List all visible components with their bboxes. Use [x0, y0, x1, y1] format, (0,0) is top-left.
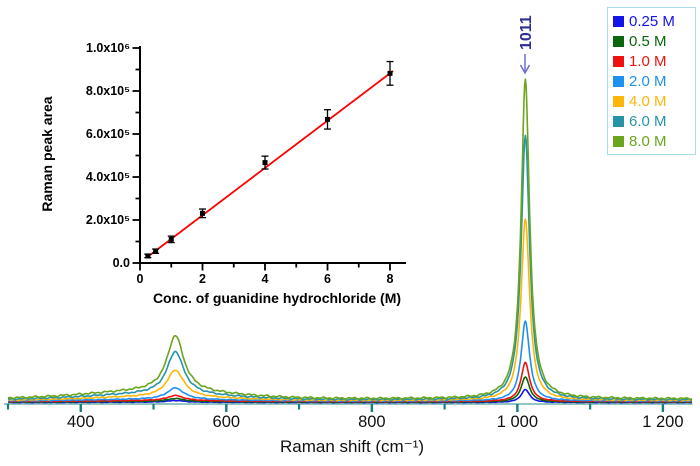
calibration-point	[262, 160, 268, 166]
inset-y-tick-label: 6.0x10⁵	[86, 127, 130, 141]
peak-annotation-label: 1011	[518, 15, 535, 50]
inset-y-tick-label: 0.0	[113, 256, 130, 270]
inset-x-tick-label: 4	[262, 272, 269, 286]
inset-y-axis-title: Raman peak area	[39, 96, 55, 211]
down-arrow-icon	[519, 54, 531, 75]
inset-calibration-plot: 0.0 2.0x10⁵ 4.0x10⁵ 6.0x10⁵ 8.0x10⁵ 1.0x10⁶ 0 2…	[86, 41, 406, 286]
legend-item: 6.0 M	[613, 111, 693, 131]
legend-swatch-icon	[613, 15, 624, 27]
spectrum-curve-2.0M	[7, 320, 693, 403]
calibration-point	[153, 248, 159, 254]
inset-x-tick-label: 6	[324, 272, 331, 286]
legend-item: 4.0 M	[613, 91, 693, 111]
inset-y-tick-label: 1.0x10⁶	[86, 41, 130, 55]
inset-y-tick-label: 2.0x10⁵	[86, 213, 130, 227]
calibration-point	[168, 236, 174, 242]
legend-item-label: 0.25 M	[629, 12, 675, 30]
legend-item-label: 1.0 M	[629, 52, 667, 70]
legend-item-label: 4.0 M	[629, 92, 667, 110]
legend-item-label: 8.0 M	[629, 132, 667, 150]
inset-y-tick-label: 8.0x10⁵	[86, 84, 130, 98]
x-tick-label: 600	[213, 413, 241, 431]
calibration-point	[145, 253, 151, 259]
legend-item: 1.0 M	[613, 51, 693, 71]
calibration-fit-line	[145, 70, 394, 259]
legend-item-label: 0.5 M	[629, 32, 667, 50]
inset-x-tick-label: 8	[387, 272, 394, 286]
spectrum-curve-8.0M	[7, 78, 693, 401]
legend-swatch-icon	[613, 35, 624, 47]
spectrum-curve-4.0M	[7, 218, 693, 402]
legend-swatch-icon	[613, 75, 624, 87]
legend-item: 2.0 M	[613, 71, 693, 91]
main-spectra-plot: 400 600 800 1 000 1 200	[4, 78, 693, 431]
legend-item-label: 6.0 M	[629, 112, 667, 130]
calibration-point	[387, 70, 393, 76]
legend-item: 8.0 M	[613, 131, 693, 151]
x-tick-label: 1 200	[642, 413, 683, 431]
x-tick-label: 400	[67, 413, 95, 431]
inset-y-tick-label: 4.0x10⁵	[86, 170, 130, 184]
inset-x-axis-title: Conc. of guanidine hydrochloride (M)	[153, 290, 401, 306]
inset-x-tick-label: 2	[199, 272, 206, 286]
x-tick-label: 1 000	[497, 413, 538, 431]
x-axis-title: Raman shift (cm⁻¹)	[280, 437, 424, 456]
legend-item-label: 2.0 M	[629, 72, 667, 90]
spectrum-curve-1.0M	[7, 361, 693, 403]
legend-swatch-icon	[613, 55, 624, 67]
legend-swatch-icon	[613, 95, 624, 107]
legend-item: 0.25 M	[613, 11, 693, 31]
legend: 0.25 M 0.5 M 1.0 M 2.0 M 4.0 M 6.0 M 8.0 M	[607, 7, 696, 155]
inset-x-tick-label: 0	[137, 272, 144, 286]
legend-item: 0.5 M	[613, 31, 693, 51]
spectrum-curve-6.0M	[7, 134, 693, 402]
peak-annotation: 1011	[518, 15, 535, 75]
calibration-point	[325, 116, 330, 122]
x-tick-label: 800	[358, 413, 386, 431]
legend-swatch-icon	[613, 135, 624, 147]
legend-swatch-icon	[613, 115, 624, 127]
calibration-point	[200, 210, 205, 216]
